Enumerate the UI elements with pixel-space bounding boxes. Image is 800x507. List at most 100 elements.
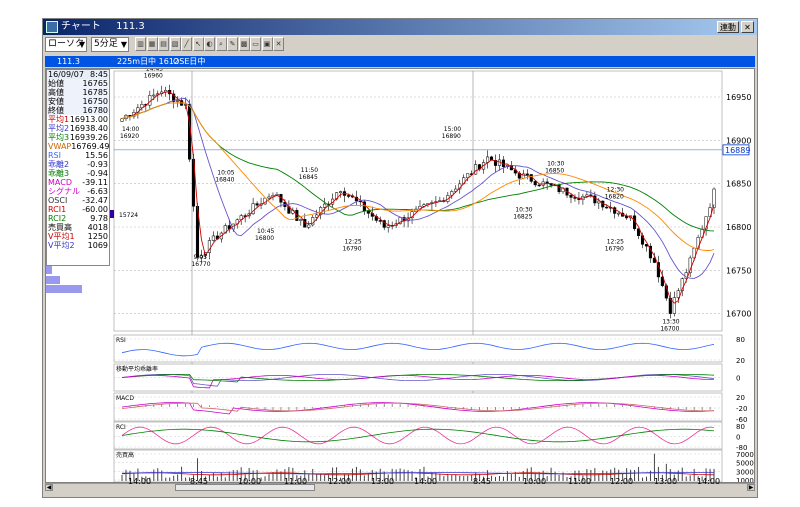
candle-body xyxy=(382,220,386,228)
time-axis-label: 13:00 xyxy=(371,477,395,486)
indicator-tick-label: 0 xyxy=(736,375,740,383)
interval-value: 5分足 xyxy=(94,39,118,49)
trend-icon[interactable]: ╱ xyxy=(181,37,192,51)
candle-body xyxy=(660,276,664,286)
info-row: 安値 16750 xyxy=(47,97,109,106)
candle-body xyxy=(652,257,656,263)
info-label: RSI xyxy=(48,151,61,160)
info-value: 16765 xyxy=(82,79,108,88)
info-panel: 16/09/07 8:45 始値 16765 高値 16785 安値 16750 終値 167… xyxy=(46,69,110,266)
info-value: 9.78 xyxy=(90,214,108,223)
info-value: 16750 xyxy=(82,97,108,106)
eraser-icon[interactable]: ▭ xyxy=(250,37,261,51)
indicator-panel-title: 移動平均乖離率 xyxy=(116,365,158,373)
chart-area[interactable]: 16950 16900 16850 16800 16750 16700 16889 15724… xyxy=(45,68,755,483)
zoom-icon[interactable]: ◐ xyxy=(204,37,215,51)
candle-chart-icon[interactable]: ▥ xyxy=(135,37,146,51)
scroll-right-icon[interactable]: ▶ xyxy=(747,484,755,491)
info-value: -39.11 xyxy=(82,178,108,187)
info-value: 15.56 xyxy=(85,151,108,160)
info-row: V平均2 1069 xyxy=(47,241,109,250)
grid-icon[interactable]: ▩ xyxy=(238,37,250,51)
current-price-label: 16889 xyxy=(725,146,750,155)
pen-icon[interactable]: ✎ xyxy=(227,37,238,51)
rsi-line xyxy=(121,342,715,357)
info-label: 乖離3 xyxy=(48,169,70,178)
lock-icon[interactable]: ▣ xyxy=(261,37,273,51)
time-axis-label: 8:45 xyxy=(473,477,491,486)
candle-body xyxy=(211,235,215,241)
indicator-tick-label: -80 xyxy=(736,444,747,452)
price-chart[interactable]: 16950 16900 16850 16800 16750 16700 16889 15724… xyxy=(46,69,754,482)
candle-body xyxy=(366,210,370,214)
time-axis-label: 11:00 xyxy=(284,477,308,486)
info-row: 終値 16780 xyxy=(47,106,109,115)
info-row: 平均3 16939.26 xyxy=(47,133,109,142)
info-label: V平均2 xyxy=(48,241,75,250)
candle-body xyxy=(680,278,684,291)
candle-body xyxy=(148,95,152,106)
candle-body xyxy=(299,219,303,221)
candle-body xyxy=(120,118,124,122)
chart-type-select[interactable]: ローソク ▼ xyxy=(45,37,87,52)
scroll-left-icon[interactable]: ◀ xyxy=(45,484,53,491)
horizontal-scrollbar[interactable]: ◀ ▶ xyxy=(45,483,755,491)
title-bar[interactable]: チャート 111.3 連動 ✕ xyxy=(43,19,757,35)
candle-body xyxy=(569,194,573,198)
interval-select[interactable]: 5分足 ▼ xyxy=(91,37,129,52)
candle-body xyxy=(199,255,204,258)
chevron-down-icon: ▼ xyxy=(78,40,85,49)
info-row: 平均1 16913.00 xyxy=(47,115,109,124)
info-label: MACD xyxy=(48,178,72,187)
candle-body xyxy=(323,203,327,208)
time-axis-label: 12:00 xyxy=(328,477,352,486)
candle-body xyxy=(315,214,319,218)
chart-window: チャート 111.3 連動 ✕ ローソク ▼ 5分足 ▼ ▥ ▦ ▤ ▧ ╱ ↖ ◐ ⌕ ✎ ▩ ▭… xyxy=(42,18,758,498)
candle-body xyxy=(378,220,382,222)
annotation-price: 16700 xyxy=(660,326,679,333)
bar-icon[interactable]: ▤ xyxy=(158,37,169,51)
candle-body xyxy=(474,164,478,175)
indicator-tick-label: 0 xyxy=(736,434,740,442)
volume-ma2-line xyxy=(122,472,715,475)
info-time: 8:45 xyxy=(90,70,108,79)
annotation-price: 16850 xyxy=(545,168,564,175)
info-label: 高値 xyxy=(48,88,64,97)
current-price-box xyxy=(722,144,750,156)
annotation-price: 16820 xyxy=(605,194,624,201)
volume-profile-bar xyxy=(46,276,60,284)
indicator-panel xyxy=(113,392,723,422)
link-button[interactable]: 連動 xyxy=(717,21,739,33)
info-row: 売買高 4018 xyxy=(47,223,109,232)
cross-icon[interactable]: ✕ xyxy=(273,37,284,51)
info-bar: 111.3 225m日中 1612 OSE日中 xyxy=(45,56,755,67)
annotation-price: 16800 xyxy=(255,235,274,242)
price-tick-label: 16700 xyxy=(726,310,751,319)
annotation-time: 15:00 xyxy=(444,126,461,133)
candle-body xyxy=(386,225,390,228)
cursor-icon[interactable]: ↖ xyxy=(192,37,204,51)
scroll-thumb[interactable] xyxy=(175,484,315,491)
annotation-time: 10:30 xyxy=(515,206,532,213)
table-icon[interactable]: ▦ xyxy=(146,37,158,51)
close-button[interactable]: ✕ xyxy=(741,21,754,33)
app-icon xyxy=(46,21,58,33)
info-value: 16938.40 xyxy=(69,124,108,133)
info-value: -60.00 xyxy=(82,205,108,214)
period-icon[interactable]: ▧ xyxy=(169,37,181,51)
indicator-tick-label: 80 xyxy=(736,423,745,431)
candle-body xyxy=(712,188,716,208)
annotation-time: 10:45 xyxy=(257,228,274,235)
candle-body xyxy=(585,194,589,197)
info-value: 16913.00 xyxy=(69,115,108,124)
annotation-time: 12:25 xyxy=(607,239,624,246)
annotation-price: 16960 xyxy=(144,72,163,79)
info-value: 16780 xyxy=(82,106,108,115)
annotation-time: 12:30 xyxy=(607,187,624,194)
time-axis-label: 14:00 xyxy=(414,477,438,486)
window-title: チャート xyxy=(61,21,101,32)
chart-type-value: ローソク xyxy=(48,39,85,49)
search-icon[interactable]: ⌕ xyxy=(215,37,227,51)
time-axis-label: 13:00 xyxy=(654,477,678,486)
left-marker-label: 15724 xyxy=(119,212,138,219)
